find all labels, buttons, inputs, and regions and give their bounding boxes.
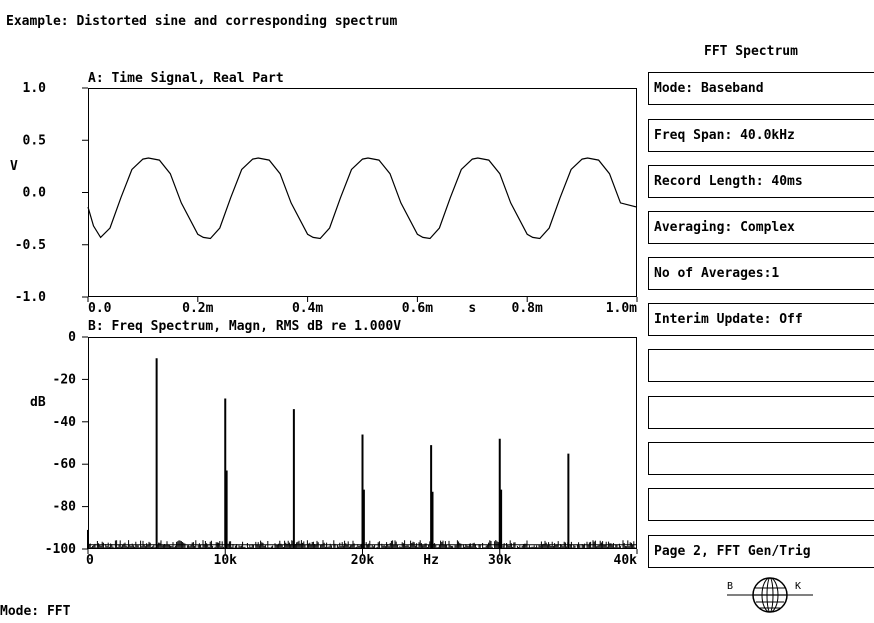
spectrum-chart-ylabel: dB	[30, 395, 46, 410]
spectrum-y-tick-label: -100	[45, 542, 76, 557]
page-title: Example: Distorted sine and correspondin…	[6, 14, 398, 29]
logo-left-letter: B	[727, 581, 734, 592]
time-y-tick-label: 1.0	[23, 81, 47, 96]
spectrum-x-tick-label: 40k	[614, 553, 638, 568]
softkey-1[interactable]: Mode: Baseband	[648, 72, 874, 105]
time-signal-line	[87, 157, 638, 240]
mode-status: Mode: FFT	[0, 604, 71, 619]
spectrum-y-tick-label: -40	[53, 415, 77, 430]
time-chart-ylabel: V	[10, 159, 18, 174]
time-y-tick-label: -0.5	[15, 238, 46, 253]
time-y-tick-label: 0.0	[23, 186, 47, 201]
spectrum-x-tick-label: 0	[86, 553, 94, 568]
softkey-2[interactable]: Freq Span: 40.0kHz	[648, 119, 874, 152]
softkey-4[interactable]: Averaging: Complex	[648, 211, 874, 244]
spectrum-y-tick-label: 0	[68, 330, 76, 345]
spectrum-x-tick-label: 30k	[488, 553, 512, 568]
softkey-11[interactable]: Page 2, FFT Gen/Trig	[648, 535, 874, 568]
time-x-unit: s	[468, 301, 476, 316]
time-chart-frame	[88, 88, 637, 297]
time-y-tick-label: -1.0	[15, 290, 46, 305]
softkey-5[interactable]: No of Averages:1	[648, 257, 874, 290]
spectrum-y-tick-label: -80	[53, 500, 77, 515]
spectrum-x-unit: Hz	[423, 553, 439, 568]
softkey-9[interactable]	[648, 442, 874, 475]
time-x-tick-label: 0.6m	[402, 301, 433, 316]
spectrum-y-tick-label: -20	[53, 372, 77, 387]
time-x-tick-label: 0.4m	[292, 301, 323, 316]
spectrum-x-tick-label: 20k	[351, 553, 375, 568]
softkey-3[interactable]: Record Length: 40ms	[648, 165, 874, 198]
bruel-kjaer-logo: B K	[725, 577, 815, 623]
time-chart-title: A: Time Signal, Real Part	[88, 71, 284, 86]
spectrum-y-tick-label: -60	[53, 457, 77, 472]
softkey-7[interactable]	[648, 349, 874, 382]
softkey-8[interactable]	[648, 396, 874, 429]
spectrum-chart-title: B: Freq Spectrum, Magn, RMS dB re 1.000V	[88, 319, 402, 334]
time-x-tick-label: 0.2m	[182, 301, 213, 316]
softkey-10[interactable]	[648, 488, 874, 521]
spectrum-x-tick-label: 10k	[214, 553, 238, 568]
softkey-6[interactable]: Interim Update: Off	[648, 303, 874, 336]
time-x-tick-label: 1.0m	[606, 301, 637, 316]
time-x-tick-label: 0.8m	[512, 301, 543, 316]
time-y-tick-label: 0.5	[23, 133, 46, 148]
panel-title: FFT Spectrum	[704, 44, 798, 59]
time-x-tick-label: 0.0	[88, 301, 112, 316]
logo-right-letter: K	[795, 581, 802, 592]
